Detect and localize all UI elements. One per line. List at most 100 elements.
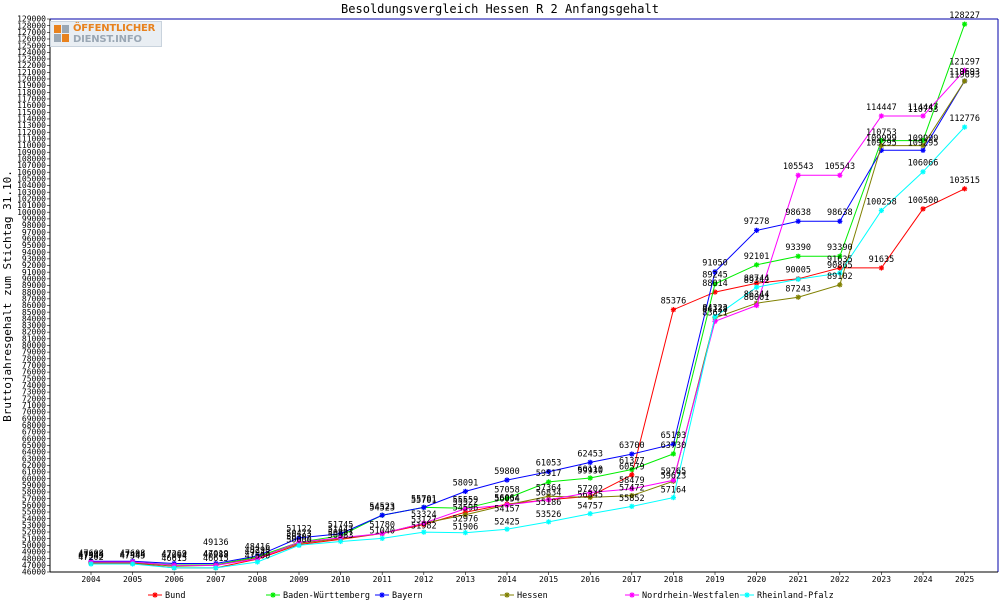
data-label: 89102 [827,272,853,282]
y-tick-label: 111000 [17,135,46,144]
data-point [587,489,593,496]
data-point [920,169,926,175]
data-point-mark [546,479,551,485]
data-label: 114447 [866,103,897,113]
y-tick-label: 100000 [17,208,46,217]
data-label: 100500 [908,196,939,206]
data-point [254,559,260,565]
data-point [587,511,593,517]
data-point-mark [463,489,468,494]
y-tick-label: 84000 [22,314,46,323]
y-tick-label: 46000 [22,568,46,577]
data-point-mark [587,511,593,516]
y-tick-label: 64000 [22,448,46,457]
data-label: 52976 [453,515,479,525]
data-label: 109295 [908,139,939,149]
y-tick-label: 88000 [22,288,46,297]
data-label: 97278 [744,217,770,227]
legend-marker [270,592,276,598]
data-label: 88014 [702,279,728,289]
y-tick-label: 86000 [22,301,46,310]
data-label: 46988 [203,551,229,561]
data-label: 106066 [908,159,939,169]
x-tick-label: 2017 [622,575,641,584]
data-point [670,451,676,457]
y-tick-label: 68000 [22,421,46,430]
data-label: 51780 [369,521,395,531]
y-tick-label: 126000 [17,35,46,44]
y-tick-label: 102000 [17,194,46,203]
data-label: 119693 [949,70,980,80]
data-point-mark [546,493,551,499]
y-tick-label: 75000 [22,374,46,383]
data-label: 47345 [78,552,104,562]
data-label: 56064 [494,493,520,503]
x-tick-label: 2012 [414,575,433,584]
data-label: 60579 [619,462,645,472]
data-point [421,520,427,526]
x-tick-label: 2019 [705,575,724,584]
data-point [421,504,427,510]
data-point [878,265,884,271]
data-point-mark [504,477,510,483]
data-point-mark [338,531,343,537]
data-label: 100258 [866,198,897,208]
series-line [91,69,965,566]
data-point-mark [629,467,635,472]
data-point-mark [795,172,801,178]
data-point-mark [296,535,302,541]
data-point-mark [837,270,843,276]
data-point-mark [130,561,135,567]
data-point [962,67,968,73]
y-tick-label: 67000 [22,428,46,437]
legend-item: Rheinland-Pfalz [740,591,834,600]
data-point-mark [671,477,676,483]
data-point [379,530,385,537]
y-tick-label: 122000 [17,61,46,70]
data-point-mark [837,253,843,259]
y-tick-label: 77000 [22,361,46,370]
data-point [878,207,884,214]
x-tick-label: 2007 [206,575,225,584]
data-point-mark [629,504,635,509]
site-logo: ÖFFENTLICHER DIENST.INFO [50,21,162,47]
y-tick-label: 121000 [17,68,46,77]
data-label: 47943 [245,549,271,559]
data-point-mark [962,21,967,27]
y-tick-label: 92000 [22,261,46,270]
y-tick-label: 99000 [22,214,46,223]
data-point-mark [629,472,635,478]
data-point-mark [920,206,926,212]
series-line [91,80,966,567]
data-point-mark [879,138,884,143]
data-label: 57058 [494,485,520,495]
data-label: 47608 [78,549,104,559]
x-tick-label: 2013 [456,575,475,584]
data-label: 84138 [702,305,728,315]
y-tick-label: 127000 [17,28,46,37]
data-point [546,497,552,503]
data-point-mark [754,228,759,233]
data-point [837,265,843,271]
data-label: 84323 [702,303,728,313]
data-label: 63700 [619,441,645,451]
data-label: 51122 [286,525,312,535]
data-label: 53324 [411,510,437,520]
data-point [338,538,344,545]
data-label: 119693 [949,68,980,78]
x-tick-label: 2010 [331,575,350,584]
y-tick-label: 118000 [17,88,46,97]
data-point [837,270,843,276]
data-label: 88744 [744,274,770,284]
data-point [837,172,843,178]
y-tick-label: 60000 [22,474,46,483]
data-point [462,488,468,495]
data-label: 49136 [203,538,229,548]
legend-label: Rheinland-Pfalz [757,591,834,600]
y-tick-label: 103000 [17,188,46,197]
legend-item: Baden-Württemberg [266,591,370,600]
data-point-mark [171,565,177,571]
y-tick-label: 50000 [22,541,46,550]
y-tick-label: 124000 [17,48,46,57]
